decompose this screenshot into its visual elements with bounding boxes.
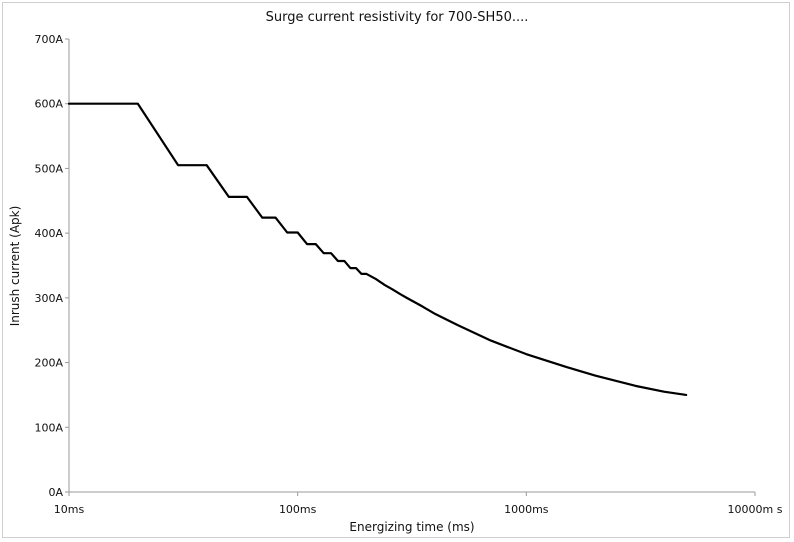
y-tick-label: 200A: [34, 357, 63, 370]
inrush-current-series-line: [67, 102, 688, 397]
y-tick-label: 600A: [34, 98, 63, 111]
x-tick-label: 10000m s: [728, 503, 783, 516]
y-tick-label: 300A: [34, 292, 63, 305]
y-axis-ticks: 0A 100A 200A 300A 400A 500A 600A 700A: [34, 33, 69, 499]
x-axis-title: Energizing time (ms): [349, 520, 474, 534]
x-tick-label: 1000ms: [504, 503, 549, 516]
x-tick-label: 10ms: [54, 503, 85, 516]
y-tick-label: 700A: [34, 33, 63, 46]
y-tick-label: 400A: [34, 227, 63, 240]
y-tick-label: 100A: [34, 421, 63, 434]
x-axis-ticks: 10ms 100ms 1000ms 10000m s: [54, 492, 783, 516]
inrush-current-chart: Surge current resistivity for 700-SH50..…: [8, 10, 783, 534]
chart-title: Surge current resistivity for 700-SH50..…: [266, 10, 529, 25]
y-tick-label: 500A: [34, 162, 63, 175]
y-axis-title: Inrush current (Apk): [8, 206, 22, 327]
series-data-points: [69, 104, 686, 395]
y-tick-label: 0A: [48, 486, 63, 499]
x-tick-label: 100ms: [279, 503, 317, 516]
